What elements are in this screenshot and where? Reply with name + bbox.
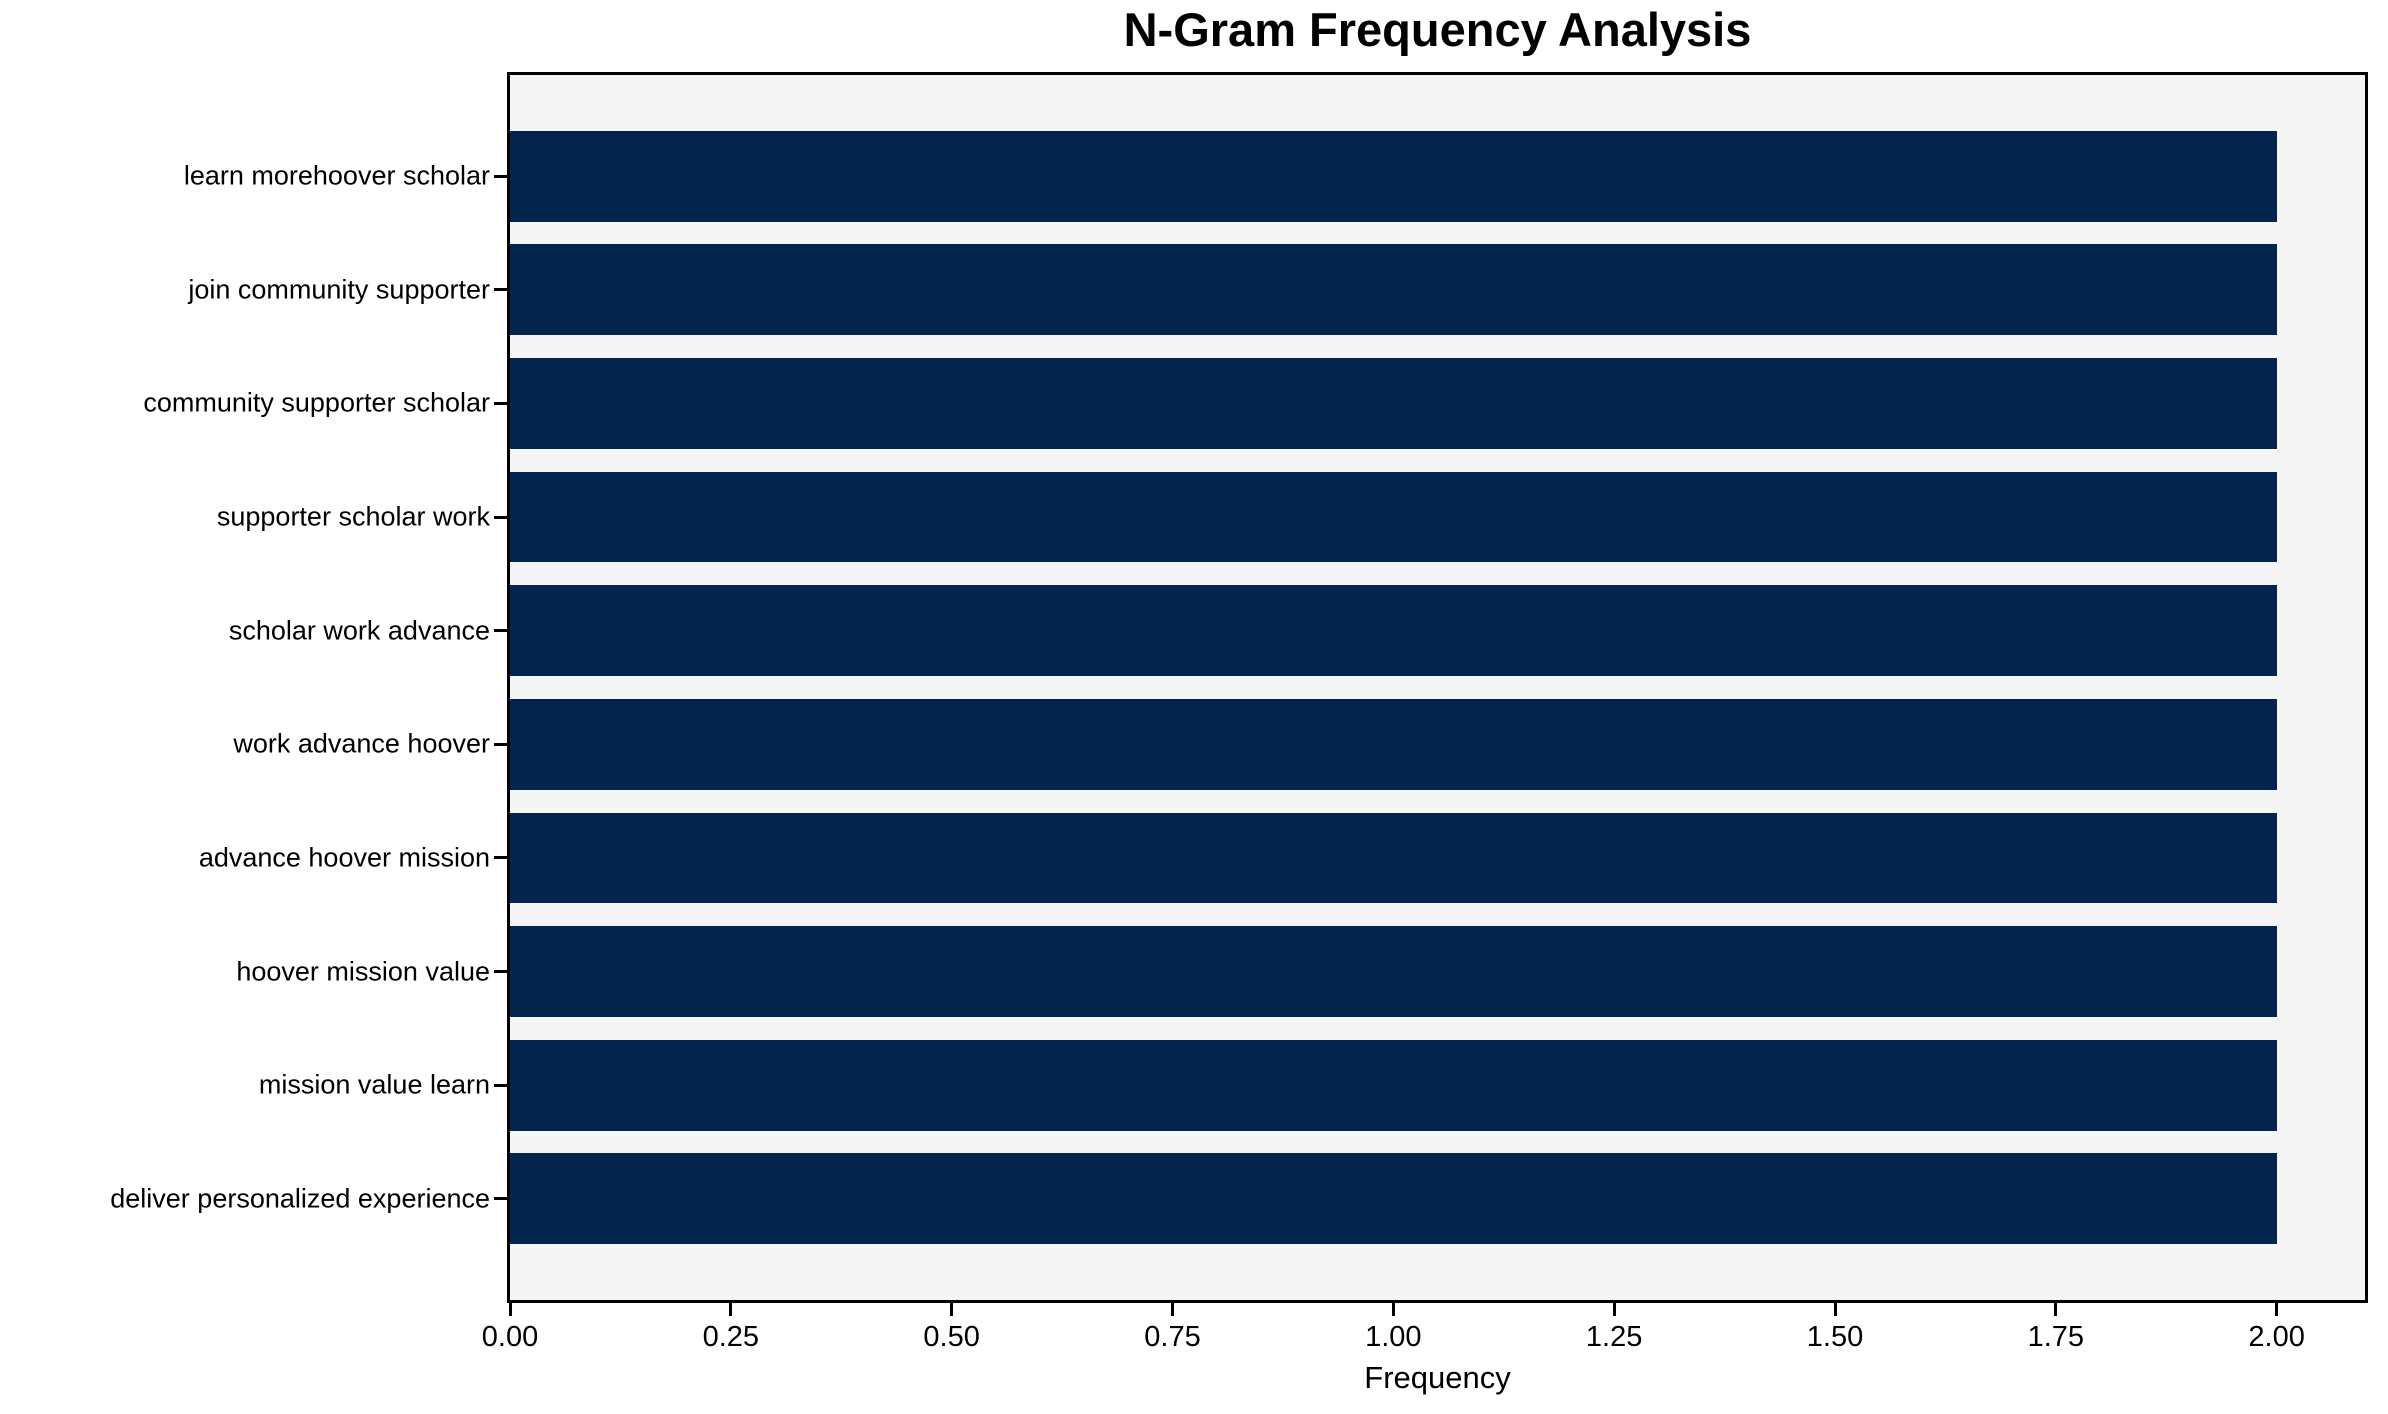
- x-axis-label: Frequency: [1364, 1360, 1511, 1395]
- y-tick-mark: [494, 515, 507, 519]
- x-tick-label: 0.25: [702, 1321, 760, 1353]
- y-tick-mark: [494, 401, 507, 405]
- x-tick-label: 0.75: [1144, 1321, 1201, 1353]
- bar: [510, 130, 2277, 222]
- x-tick-label: 1.50: [1806, 1321, 1864, 1353]
- x-tick-mark: [2054, 1303, 2058, 1316]
- x-tick-mark: [729, 1303, 733, 1316]
- x-tick-mark: [1612, 1303, 1616, 1316]
- y-tick-mark: [494, 629, 507, 633]
- bar: [510, 812, 2277, 904]
- x-tick-label: 0.50: [923, 1321, 980, 1353]
- x-tick-label: 1.75: [2027, 1321, 2085, 1353]
- bar: [510, 1039, 2277, 1131]
- x-tick-mark: [2275, 1303, 2279, 1316]
- x-tick-mark: [1171, 1303, 1174, 1316]
- y-tick-label: advance hoover mission: [198, 842, 490, 873]
- x-tick-mark: [950, 1303, 954, 1316]
- bar: [510, 1153, 2277, 1245]
- bar: [510, 244, 2277, 336]
- y-tick-label: join community supporter: [188, 274, 490, 305]
- chart-title: N-Gram Frequency Analysis: [1123, 3, 1752, 56]
- x-tick-mark: [1833, 1303, 1837, 1316]
- y-tick-label: learn morehoover scholar: [183, 160, 490, 191]
- y-tick-label: community supporter scholar: [143, 387, 490, 418]
- y-tick-mark: [494, 856, 507, 860]
- y-tick-mark: [494, 1083, 507, 1087]
- x-tick-label: 1.25: [1585, 1321, 1643, 1353]
- y-tick-mark: [494, 970, 507, 974]
- x-tick-mark: [1391, 1303, 1395, 1316]
- y-tick-label: supporter scholar work: [216, 501, 490, 532]
- y-tick-mark: [494, 1197, 507, 1201]
- y-tick-label: deliver personalized experience: [110, 1183, 490, 1214]
- y-tick-mark: [494, 742, 507, 746]
- y-tick-mark: [494, 174, 507, 178]
- y-tick-label: hoover mission value: [236, 956, 490, 987]
- bars-layer: [510, 75, 2365, 1300]
- x-tick-label: 2.00: [2248, 1321, 2305, 1353]
- y-tick-mark: [494, 288, 507, 292]
- bar: [510, 698, 2277, 790]
- y-axis: learn morehoover scholar join community s…: [0, 0, 490, 1414]
- bar: [510, 471, 2277, 563]
- bar: [510, 926, 2277, 1018]
- y-tick-label: scholar work advance: [228, 615, 490, 646]
- plot-area: [507, 72, 2368, 1303]
- x-tick-label: 1.00: [1365, 1321, 1422, 1353]
- bar: [510, 357, 2277, 449]
- x-tick-mark: [508, 1303, 512, 1316]
- y-tick-label: work advance hoover: [233, 728, 490, 759]
- x-tick-label: 0.00: [481, 1321, 539, 1353]
- bar: [510, 585, 2277, 677]
- y-tick-label: mission value learn: [258, 1069, 490, 1100]
